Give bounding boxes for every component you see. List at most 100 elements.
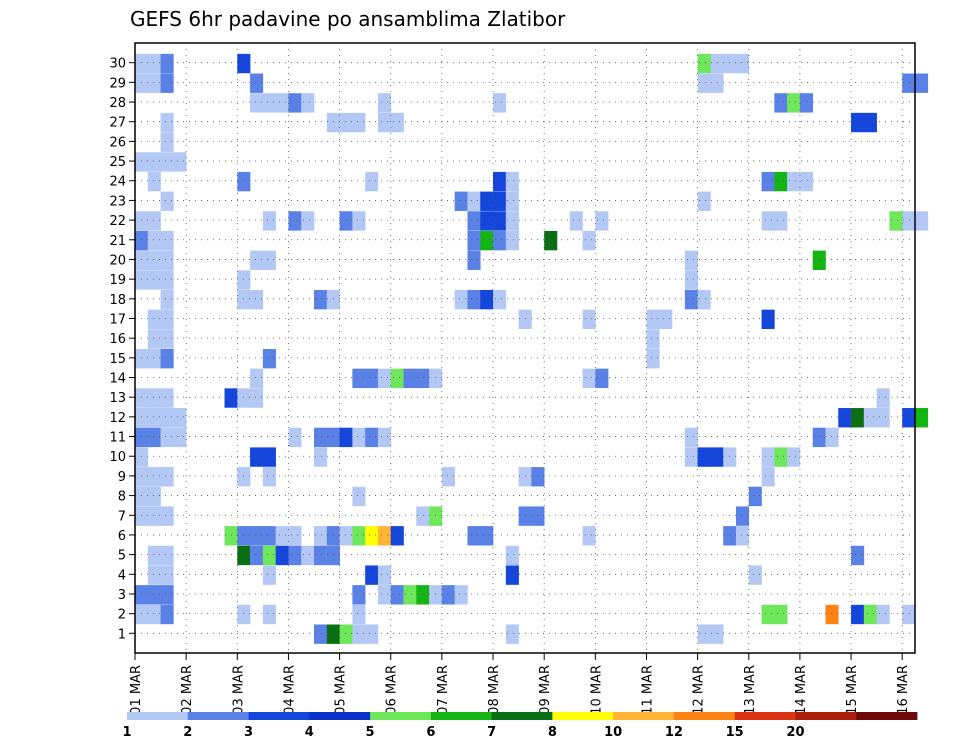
legend-swatch	[552, 712, 614, 720]
heatmap-cell	[147, 604, 161, 625]
heatmap-cell	[314, 624, 328, 644]
heatmap-cell	[288, 526, 302, 546]
x-tick-label: 16 MAR	[896, 665, 911, 715]
heatmap-cell	[365, 368, 379, 389]
heatmap-cell	[416, 585, 430, 605]
x-tick-label: 13 MAR	[743, 665, 758, 715]
heatmap-cell	[250, 73, 264, 93]
heatmap-cell	[147, 329, 161, 349]
heatmap-cell	[493, 230, 507, 251]
x-tick-label: 01 MAR	[129, 665, 144, 715]
heatmap-cell	[748, 565, 762, 585]
heatmap-cell	[697, 191, 711, 211]
heatmap-cell	[863, 408, 877, 428]
heatmap-cell	[697, 53, 711, 74]
heatmap-cell	[569, 211, 583, 231]
heatmap-cell	[851, 545, 865, 566]
heatmap-cell	[390, 368, 404, 389]
heatmap-cell	[160, 53, 174, 74]
heatmap-cell	[352, 368, 366, 389]
heatmap-cell	[774, 604, 788, 625]
heatmap-cell	[876, 408, 890, 428]
heatmap-cell	[160, 152, 174, 172]
heatmap-cell	[454, 585, 468, 605]
heatmap-cell	[761, 604, 775, 625]
legend-label: 7	[487, 725, 496, 740]
heatmap-cell	[160, 73, 174, 93]
heatmap-cell	[352, 604, 366, 625]
heatmap-cell	[505, 565, 519, 585]
heatmap-cell	[237, 53, 251, 74]
heatmap-cell	[147, 585, 161, 605]
heatmap-cell	[799, 171, 814, 192]
heatmap-cell	[851, 112, 865, 133]
heatmap-cell	[224, 388, 238, 408]
heatmap-cell	[787, 447, 801, 467]
heatmap-cell	[326, 427, 340, 448]
heatmap-cell	[799, 93, 814, 113]
y-tick-label: 8	[118, 490, 126, 505]
heatmap-cell	[467, 289, 481, 310]
heatmap-cell	[173, 427, 187, 448]
heatmap-cell	[135, 506, 149, 526]
heatmap-cell	[237, 545, 251, 566]
legend-swatch	[613, 712, 675, 720]
y-tick-label: 18	[109, 293, 126, 308]
heatmap-cell	[135, 447, 149, 467]
heatmap-cell	[262, 604, 276, 625]
heatmap-cell	[147, 427, 161, 448]
heatmap-cell	[493, 191, 507, 211]
heatmap-cell	[761, 467, 775, 487]
heatmap-cell	[314, 447, 328, 467]
heatmap-cell	[505, 545, 519, 566]
heatmap-cell	[761, 211, 775, 231]
heatmap-cell	[505, 211, 519, 231]
heatmap-cell	[531, 506, 545, 526]
heatmap-cell	[710, 624, 724, 644]
heatmap-cell	[250, 93, 264, 113]
heatmap-cell	[135, 152, 149, 172]
heatmap-cell	[237, 604, 251, 625]
heatmap-cell	[851, 408, 865, 428]
y-axis: 1234567891011121314151617181920212223242…	[109, 57, 135, 642]
heatmap-cell	[326, 112, 340, 133]
x-tick-label: 06 MAR	[385, 665, 400, 715]
heatmap-cell	[467, 230, 481, 251]
heatmap-cell	[250, 526, 264, 546]
heatmap-cell	[659, 309, 673, 330]
heatmap-cell	[505, 191, 519, 211]
heatmap-cell	[250, 388, 264, 408]
heatmap-cell	[352, 624, 366, 644]
heatmap-cell	[160, 329, 174, 349]
grid-lines	[135, 43, 915, 653]
heatmap-cell	[825, 604, 839, 625]
heatmap-cell	[160, 270, 174, 290]
heatmap-cell	[160, 408, 174, 428]
heatmap-cell	[365, 565, 379, 585]
heatmap-cell	[365, 171, 379, 192]
heatmap-cell	[135, 211, 149, 231]
heatmap-cell	[135, 73, 149, 93]
heatmap-cell	[160, 289, 174, 310]
heatmap-cell	[518, 506, 532, 526]
heatmap-cell	[301, 545, 315, 566]
heatmap-cell	[544, 230, 558, 251]
heatmap-cell	[135, 585, 149, 605]
heatmap-cell	[441, 467, 455, 487]
chart-title: GEFS 6hr padavine po ansamblima Zlatibor	[130, 7, 566, 31]
heatmap-cell	[262, 447, 276, 467]
heatmap-cell	[467, 526, 481, 546]
heatmap-cell	[480, 289, 494, 310]
heatmap-cell	[352, 427, 366, 448]
heatmap-cell	[684, 270, 698, 290]
heatmap-cell	[135, 349, 149, 369]
y-tick-label: 1	[118, 627, 126, 642]
heatmap-cell	[314, 526, 328, 546]
heatmap-cell	[377, 112, 392, 133]
heatmap-cell	[902, 211, 916, 231]
y-tick-label: 11	[109, 431, 126, 446]
heatmap-cell	[147, 408, 161, 428]
heatmap-cell	[595, 211, 609, 231]
heatmap-cell	[710, 447, 724, 467]
